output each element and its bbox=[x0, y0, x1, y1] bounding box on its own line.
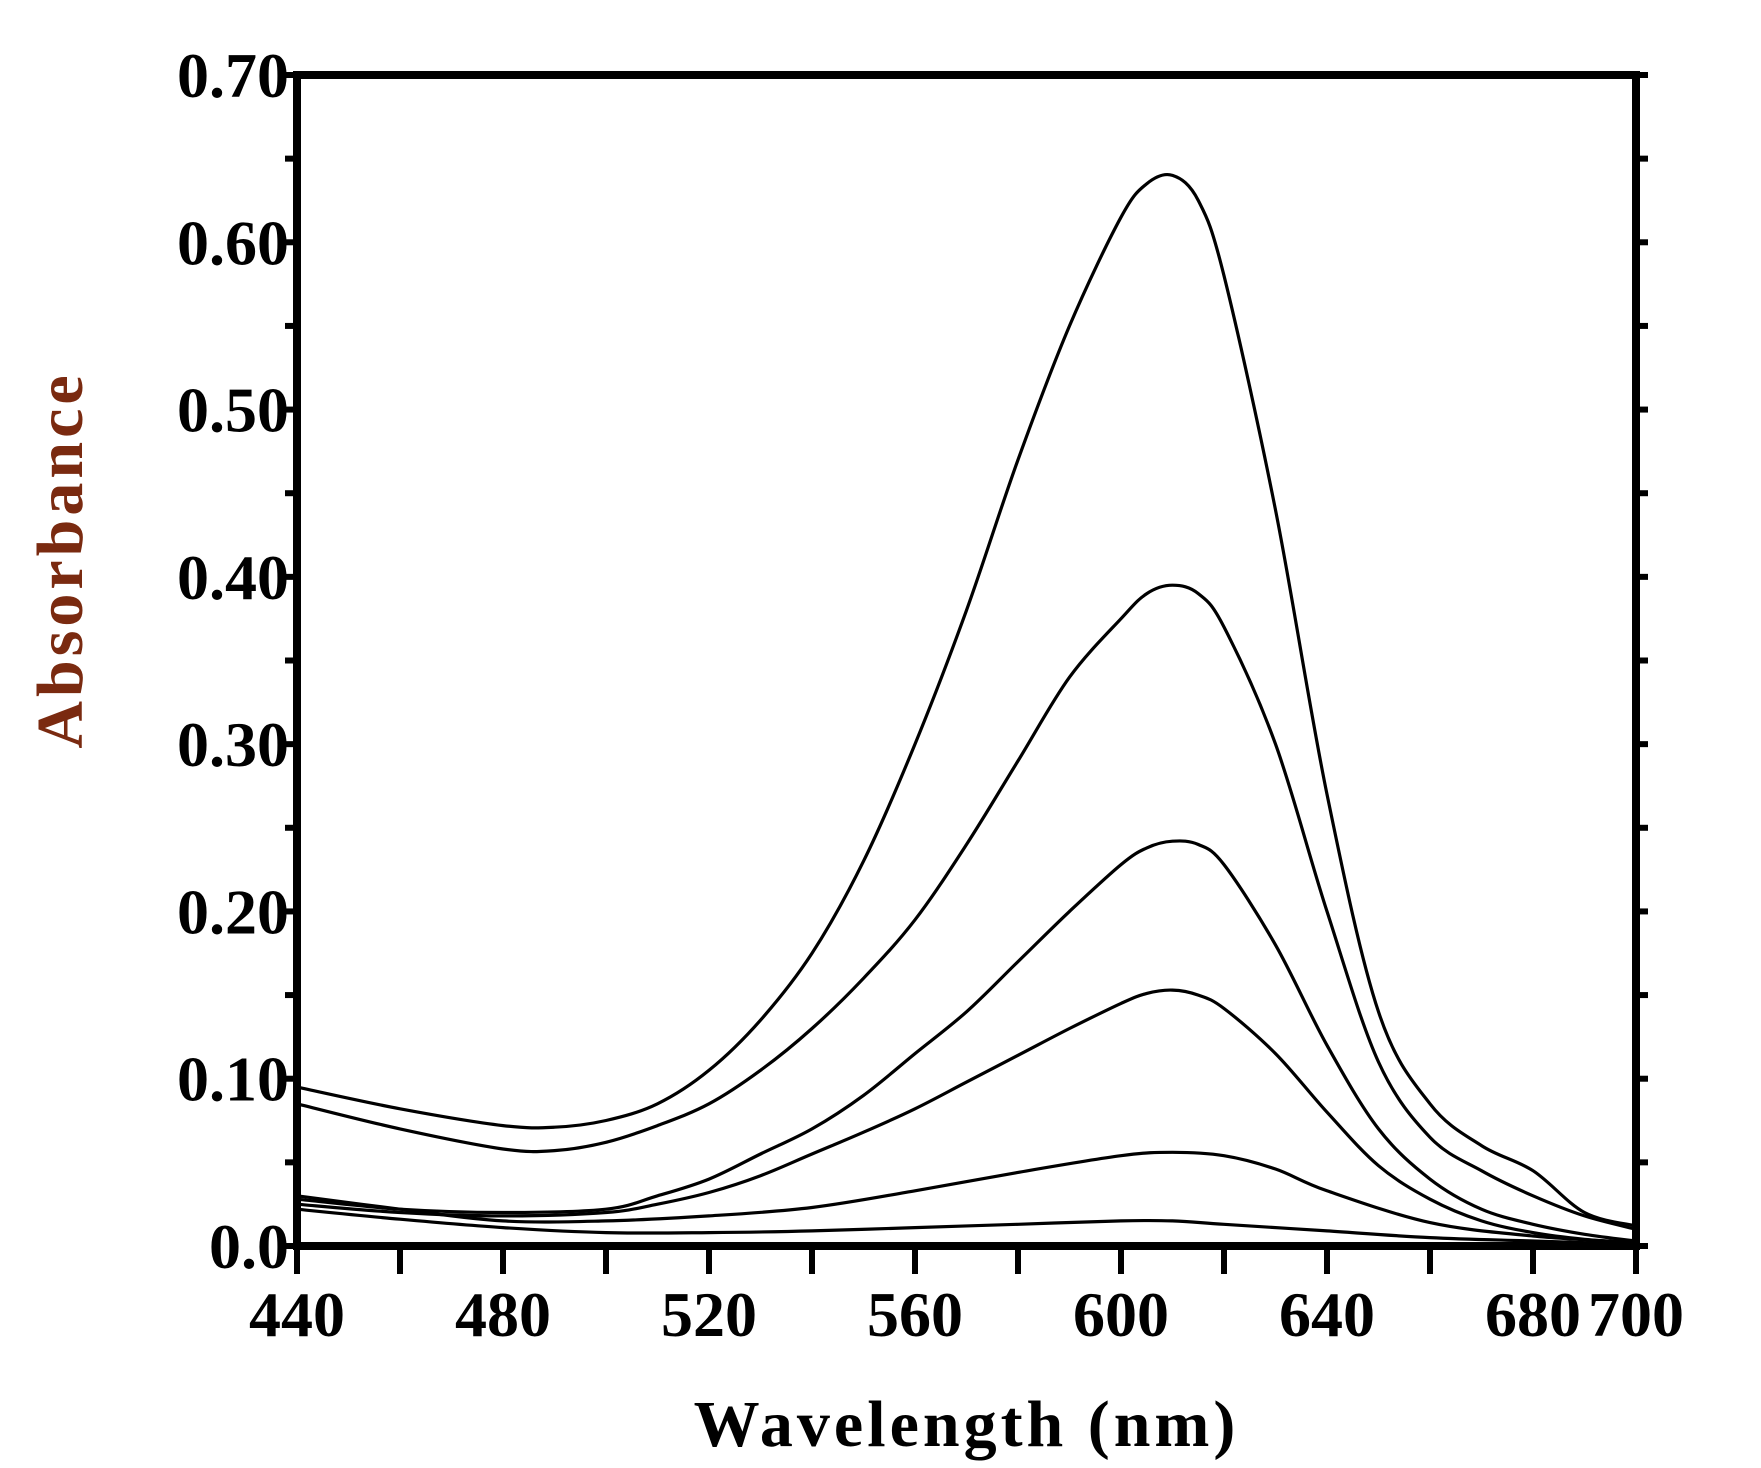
y-tick-label: 0.50 bbox=[177, 375, 289, 446]
spectrum-line-2 bbox=[295, 583, 1638, 1231]
x-tick-label: 680 bbox=[1485, 1279, 1581, 1350]
x-tick-label: 480 bbox=[455, 1279, 551, 1350]
y-tick-label: 0.20 bbox=[177, 876, 289, 947]
series-layer bbox=[295, 172, 1638, 1246]
y-tick-label: 0.40 bbox=[177, 542, 289, 613]
y-tick-label: 0.70 bbox=[177, 40, 289, 111]
x-tick-label: 440 bbox=[249, 1279, 345, 1350]
x-tick-label: 600 bbox=[1073, 1279, 1169, 1350]
y-tick-label: 0.30 bbox=[177, 709, 289, 780]
spectrum-line-4 bbox=[295, 988, 1638, 1245]
spectrum-line-5 bbox=[295, 1150, 1638, 1245]
spectrum-line-1 bbox=[295, 172, 1638, 1228]
y-tick-label: 0.0 bbox=[209, 1211, 289, 1282]
tick-label-layer: 440 480 520 560 600 640 680 700 0.0 0.10 0.20 0.30 0… bbox=[177, 40, 1684, 1350]
axes-layer bbox=[285, 71, 1648, 1274]
y-axis-title: Absorbance bbox=[24, 371, 97, 748]
spectrum-line-3 bbox=[295, 839, 1638, 1243]
x-axis-title: Wavelength (nm) bbox=[694, 1388, 1240, 1461]
x-tick-label: 640 bbox=[1279, 1279, 1375, 1350]
y-tick-label: 0.10 bbox=[177, 1044, 289, 1115]
x-tick-label: 560 bbox=[867, 1279, 963, 1350]
spectrum-line-6 bbox=[295, 1207, 1638, 1246]
y-tick-label: 0.60 bbox=[177, 207, 289, 278]
x-tick-label: 700 bbox=[1588, 1279, 1684, 1350]
plot-frame bbox=[293, 71, 1640, 1250]
x-tick-label: 520 bbox=[661, 1279, 757, 1350]
